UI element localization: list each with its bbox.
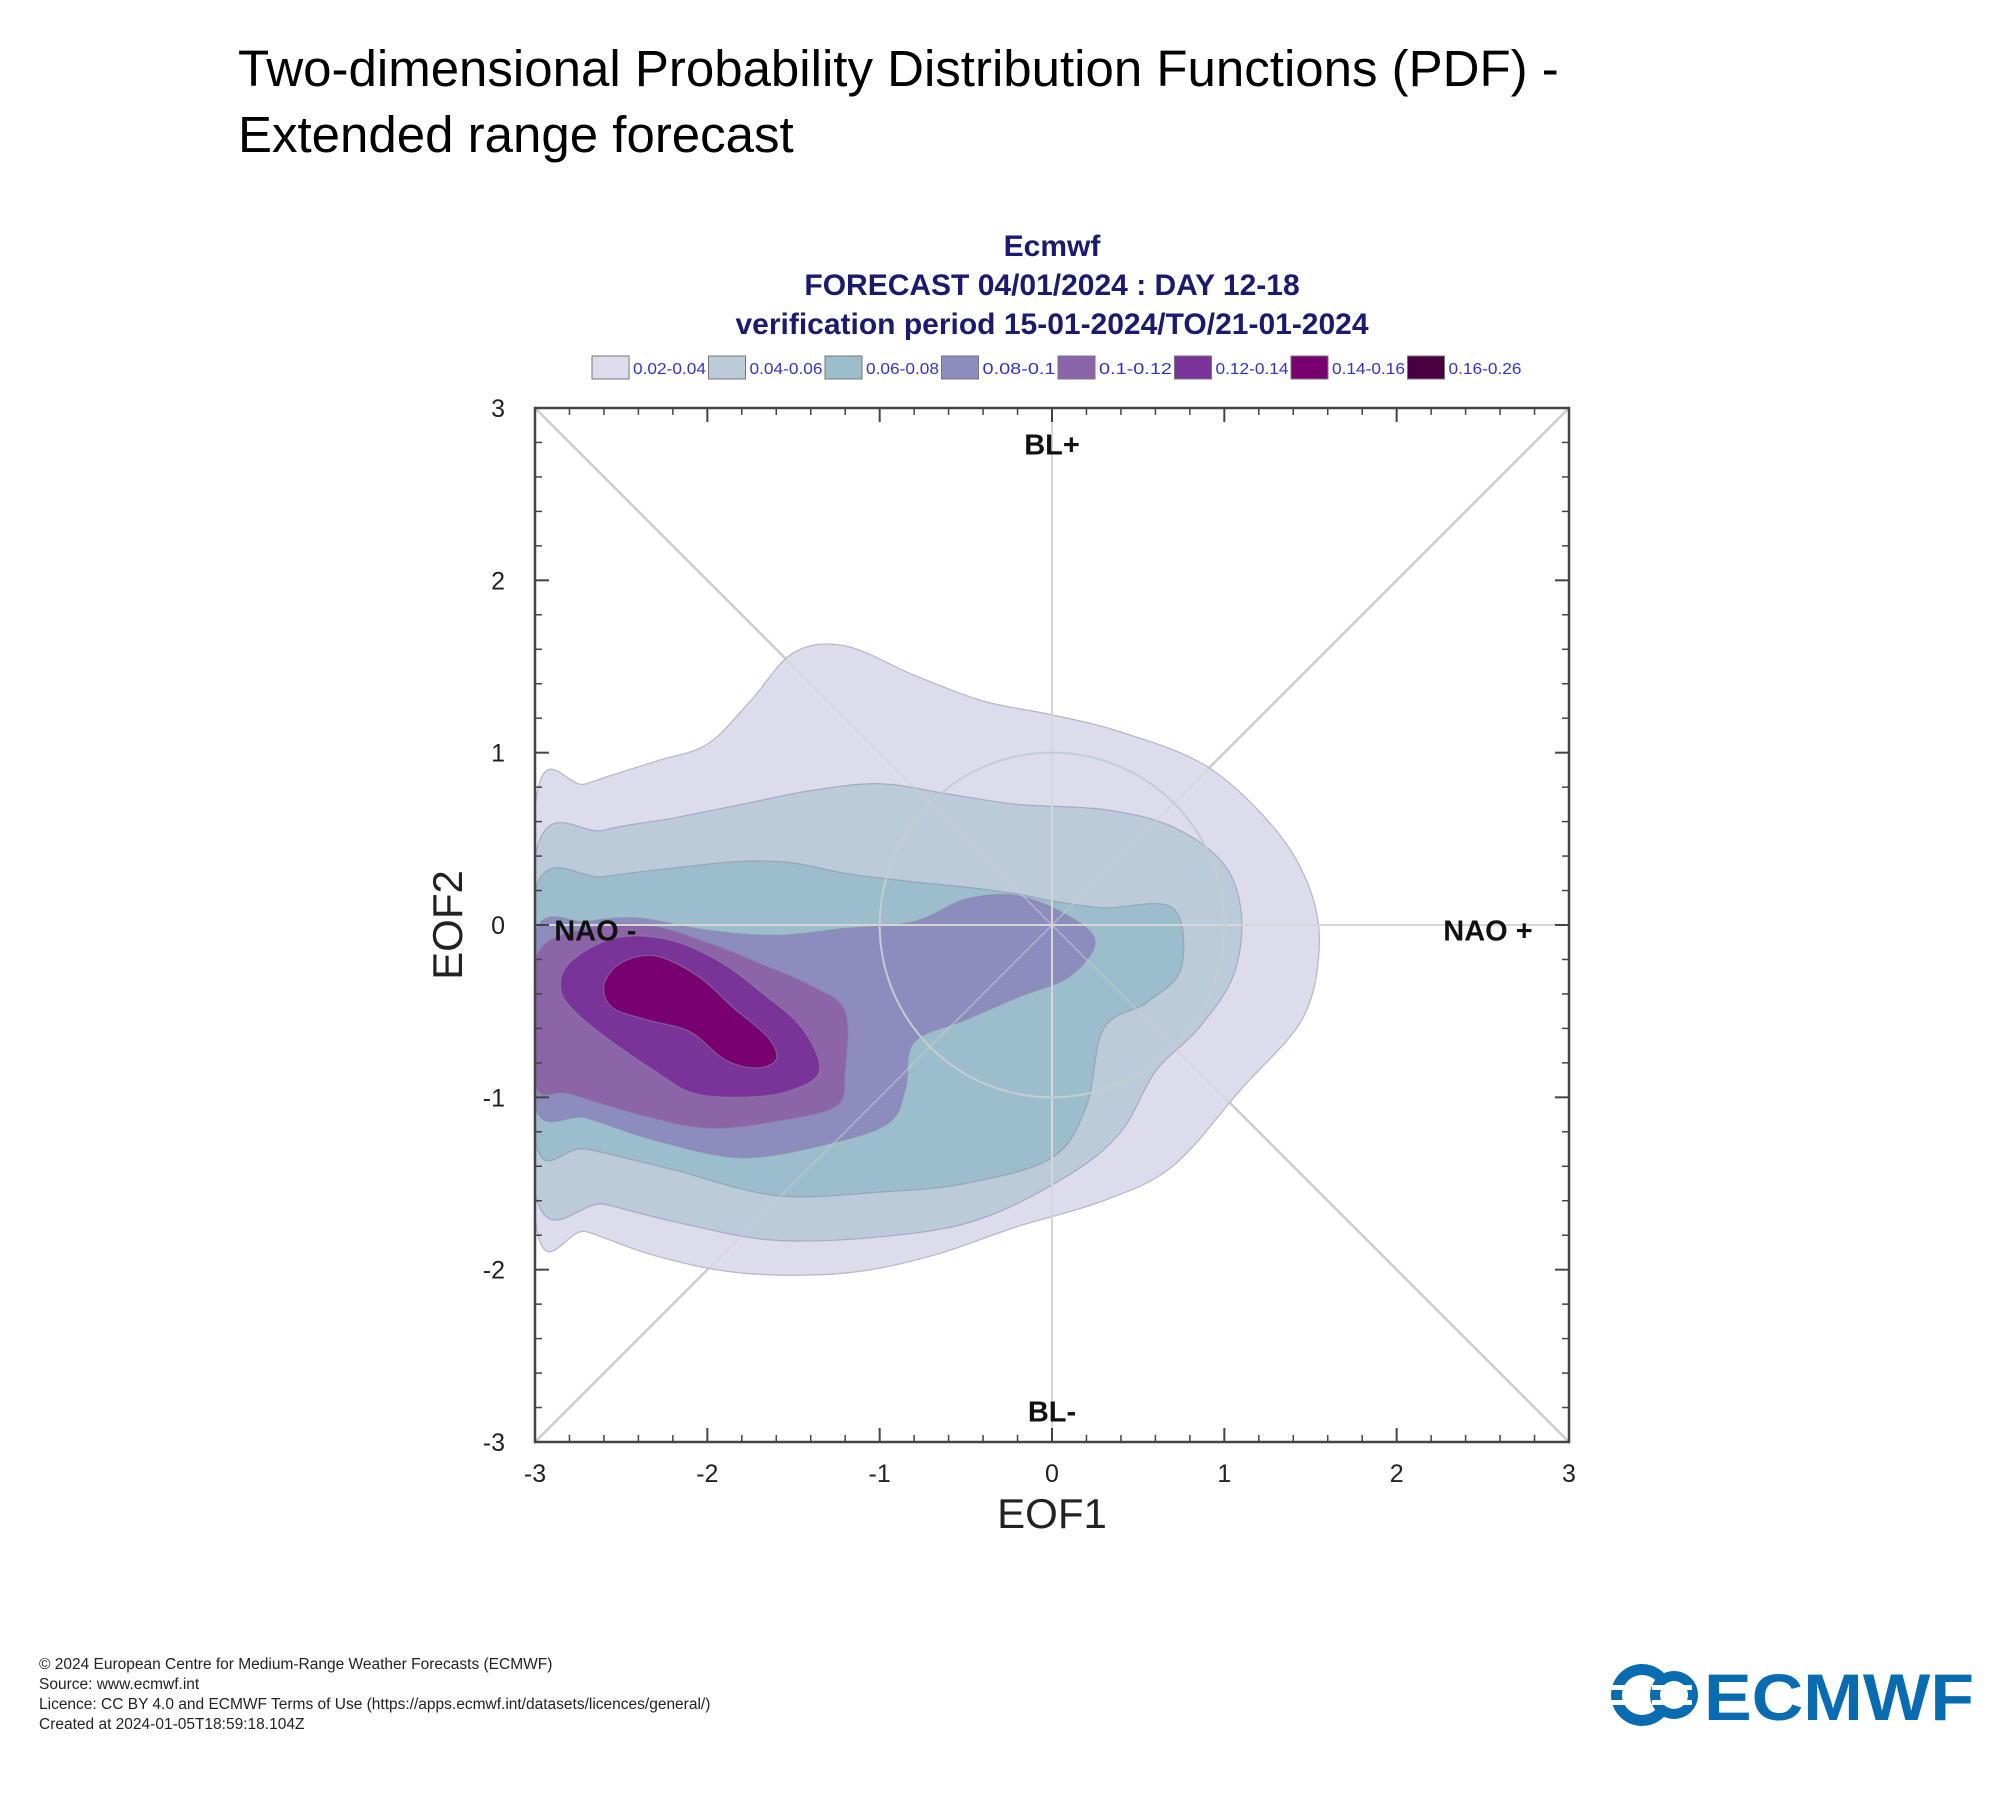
contour-layers [535, 643, 1321, 1276]
page-title-line-2: Extended range forecast [238, 106, 794, 163]
legend-swatch [1290, 355, 1329, 380]
x-tick-label: 2 [1390, 1460, 1404, 1488]
plot-area: BL+ BL- NAO - NAO + [534, 407, 1570, 1443]
chart-title-line-2: FORECAST 04/01/2024 : DAY 12-18 [804, 269, 1299, 302]
legend-swatch [1407, 355, 1445, 380]
legend-swatch [824, 355, 863, 380]
y-axis-label: EOF2 [424, 870, 471, 980]
chart-title-line-3: verification period 15-01-2024/TO/21-01-… [735, 308, 1368, 341]
legend-swatch [708, 355, 746, 380]
legend-label: 0.06-0.08 [866, 361, 939, 378]
y-tick-label: 1 [491, 740, 505, 768]
chart-titles: Ecmwf FORECAST 04/01/2024 : DAY 12-18 veri… [735, 230, 1368, 341]
footer-source: Source: www.ecmwf.int [39, 1676, 200, 1693]
y-tick-label: 2 [491, 567, 505, 595]
legend-swatch [1057, 355, 1096, 380]
legend: 0.02-0.04 0.04-0.06 0.06-0.08 0.08-0.1 0.1-0… [591, 355, 1522, 380]
x-tick-label: -3 [524, 1460, 546, 1488]
legend-label: 0.08-0.1 [983, 361, 1056, 378]
x-axis-label: EOF1 [997, 1490, 1107, 1537]
legend-swatch [941, 355, 979, 380]
ecmwf-logo-mark-icon [1608, 1664, 1698, 1726]
reference-overlay [534, 407, 1570, 1443]
contour-0.14-0.16 [602, 954, 778, 1069]
legend-swatch [591, 355, 630, 380]
y-tick-label: 0 [491, 912, 505, 940]
legend-label: 0.14-0.16 [1332, 361, 1405, 378]
legend-label: 0.16-0.26 [1449, 361, 1522, 378]
reference-circle [878, 751, 1226, 1099]
regime-label: BL+ [1024, 430, 1080, 462]
y-tick-label: 3 [491, 395, 505, 423]
regime-label: NAO + [1443, 916, 1532, 948]
ecmwf-logo: ECMWF [1608, 1660, 1974, 1730]
legend-label: 0.1-0.12 [1099, 361, 1172, 378]
x-tick-label: -1 [869, 1460, 891, 1488]
footer: © 2024 European Centre for Medium-Range … [39, 1655, 710, 1735]
x-tick-label: 3 [1562, 1460, 1576, 1488]
regime-label: NAO - [554, 916, 636, 948]
legend-label: 0.04-0.06 [750, 361, 823, 378]
footer-licence: Licence: CC BY 4.0 and ECMWF Terms of Us… [39, 1696, 711, 1713]
page-title-line-1: Two-dimensional Probability Distribution… [238, 40, 1559, 97]
x-tick-label: -2 [696, 1460, 718, 1488]
diagonal-overlay-sw-ne [534, 407, 1570, 1443]
axes: -3 -2 -1 0 1 2 3 -3 -2 -1 0 1 2 3 EOF1 EOF2 [424, 395, 1576, 1537]
chart-title-line-1: Ecmwf [1004, 230, 1102, 263]
legend-label: 0.12-0.14 [1216, 361, 1289, 378]
x-tick-label: 0 [1045, 1460, 1059, 1488]
legend-label: 0.02-0.04 [633, 361, 706, 378]
y-tick-label: -2 [483, 1257, 505, 1285]
ecmwf-logo-text: ECMWF [1704, 1660, 1974, 1730]
y-tick-label: -1 [483, 1084, 505, 1112]
footer-created: Created at 2024-01-05T18:59:18.104Z [39, 1716, 305, 1733]
x-tick-label: 1 [1217, 1460, 1231, 1488]
footer-copyright: © 2024 European Centre for Medium-Range … [39, 1656, 553, 1673]
regime-label: BL- [1028, 1396, 1076, 1428]
page-title: Two-dimensional Probability Distribution… [238, 36, 1798, 168]
regime-labels: BL+ BL- NAO - NAO + [554, 430, 1532, 1429]
y-tick-label: -3 [483, 1429, 505, 1457]
pdf-contour-chart: Ecmwf FORECAST 04/01/2024 : DAY 12-18 veri… [424, 230, 1576, 1537]
legend-swatch [1174, 355, 1212, 380]
